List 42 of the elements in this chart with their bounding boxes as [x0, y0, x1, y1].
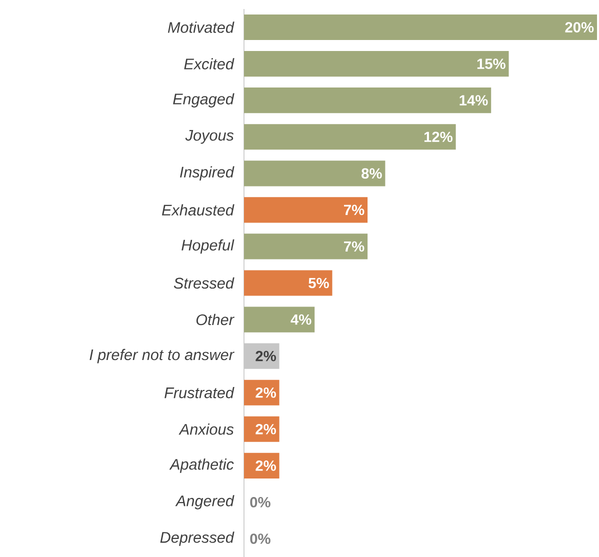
bar — [244, 51, 509, 77]
bar — [244, 124, 456, 150]
bar — [244, 452, 280, 478]
data-label: 4% — [290, 314, 312, 325]
bar — [244, 160, 386, 186]
data-label: 2% — [256, 424, 276, 434]
bar — [244, 416, 280, 442]
data-label: 5% — [308, 278, 329, 288]
y-tick-label: Inspired — [180, 166, 234, 181]
data-label: 7% — [344, 204, 364, 216]
bar — [244, 197, 368, 223]
y-tick-label: Other — [196, 314, 234, 326]
data-label: 14% — [460, 95, 488, 106]
data-label: 2% — [256, 387, 276, 398]
y-tick-label: Stressed — [174, 277, 234, 289]
y-tick-label: Hopeful — [182, 239, 234, 254]
y-tick-label: Joyous — [185, 130, 234, 144]
y-tick-label: Angered — [175, 495, 234, 510]
bar — [244, 88, 492, 114]
y-tick-label: Depressed — [160, 532, 234, 546]
data-label: 15% — [477, 58, 506, 69]
y-tick-label: Apathetic — [169, 458, 234, 473]
y-tick-label: Excited — [184, 58, 234, 70]
y-tick-label: Anxious — [178, 424, 234, 435]
bar — [244, 14, 598, 40]
data-label: 7% — [344, 241, 364, 252]
data-label: 12% — [424, 132, 452, 142]
bar — [244, 270, 332, 296]
data-label: 0% — [250, 534, 270, 544]
bar — [244, 306, 315, 332]
y-tick-label: Engaged — [173, 93, 234, 108]
y-tick-label: Frustrated — [164, 386, 234, 398]
y-tick-label: Motivated — [168, 22, 234, 33]
data-label: 20% — [565, 22, 594, 32]
y-tick-label: Exhausted — [162, 204, 234, 216]
data-label: 2% — [256, 350, 276, 362]
data-label: 0% — [250, 497, 270, 508]
y-tick-label: I prefer not to answer — [90, 348, 234, 364]
data-label: 2% — [256, 460, 276, 471]
bar — [244, 380, 280, 406]
bar — [244, 234, 368, 260]
data-label: 8% — [362, 168, 382, 179]
